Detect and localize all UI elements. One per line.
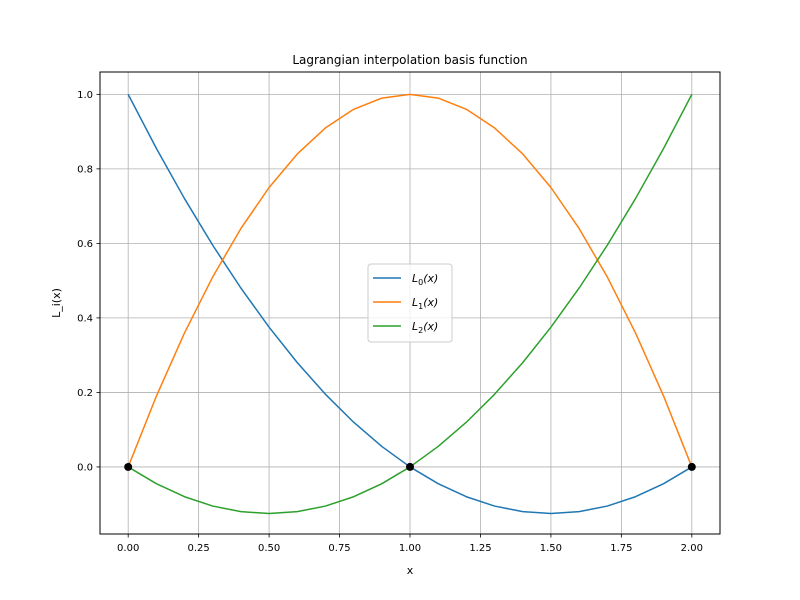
- x-tick-label: 1.25: [469, 543, 491, 554]
- legend-label-subscript: 0: [418, 278, 423, 287]
- x-axis-ticks: 0.00 0.25 0.50 0.75 1.00 1.25 1.50 1.75 2.00: [117, 534, 703, 554]
- x-tick-label: 1.00: [399, 543, 421, 554]
- legend-label-1: L1(x): [412, 296, 438, 311]
- y-tick-label: 0.4: [77, 313, 93, 324]
- legend-label-subscript: 2: [418, 326, 423, 335]
- legend-label-tail: (x): [423, 296, 438, 309]
- legend-label-tail: (x): [423, 272, 438, 285]
- x-tick-label: 1.75: [610, 543, 632, 554]
- x-tick-label: 0.75: [328, 543, 350, 554]
- x-tick-label: 0.25: [188, 543, 210, 554]
- legend-box: [367, 263, 453, 343]
- y-axis-ticks: 0.0 0.2 0.4 0.6 0.8 1.0: [77, 90, 100, 473]
- node-markers: [124, 462, 696, 471]
- y-axis-label: L_i(x): [50, 288, 63, 318]
- node-marker-1: [406, 462, 414, 471]
- legend-label-base: L: [412, 272, 418, 285]
- chart-title: Lagrangian interpolation basis function: [292, 53, 527, 67]
- legend-label-0: L0(x): [412, 272, 438, 287]
- legend-label-subscript: 1: [418, 302, 423, 311]
- y-tick-label: 0.0: [77, 462, 93, 473]
- y-tick-label: 0.2: [77, 388, 93, 399]
- legend-label-2: L2(x): [412, 320, 438, 335]
- x-tick-label: 1.50: [540, 543, 562, 554]
- y-tick-label: 0.6: [77, 239, 93, 250]
- x-tick-label: 0.00: [117, 543, 139, 554]
- x-axis-label: x: [407, 564, 414, 577]
- legend-label-tail: (x): [423, 320, 438, 333]
- node-marker-0: [124, 462, 133, 471]
- y-tick-label: 0.8: [77, 164, 93, 175]
- y-tick-label: 1.0: [77, 90, 93, 101]
- legend-label-base: L: [412, 296, 418, 309]
- x-tick-label: 2.00: [681, 543, 703, 554]
- x-tick-label: 0.50: [258, 543, 280, 554]
- legend-label-base: L: [412, 320, 418, 333]
- legend: L0(x)L1(x)L2(x): [367, 263, 453, 343]
- node-marker-2: [687, 462, 696, 471]
